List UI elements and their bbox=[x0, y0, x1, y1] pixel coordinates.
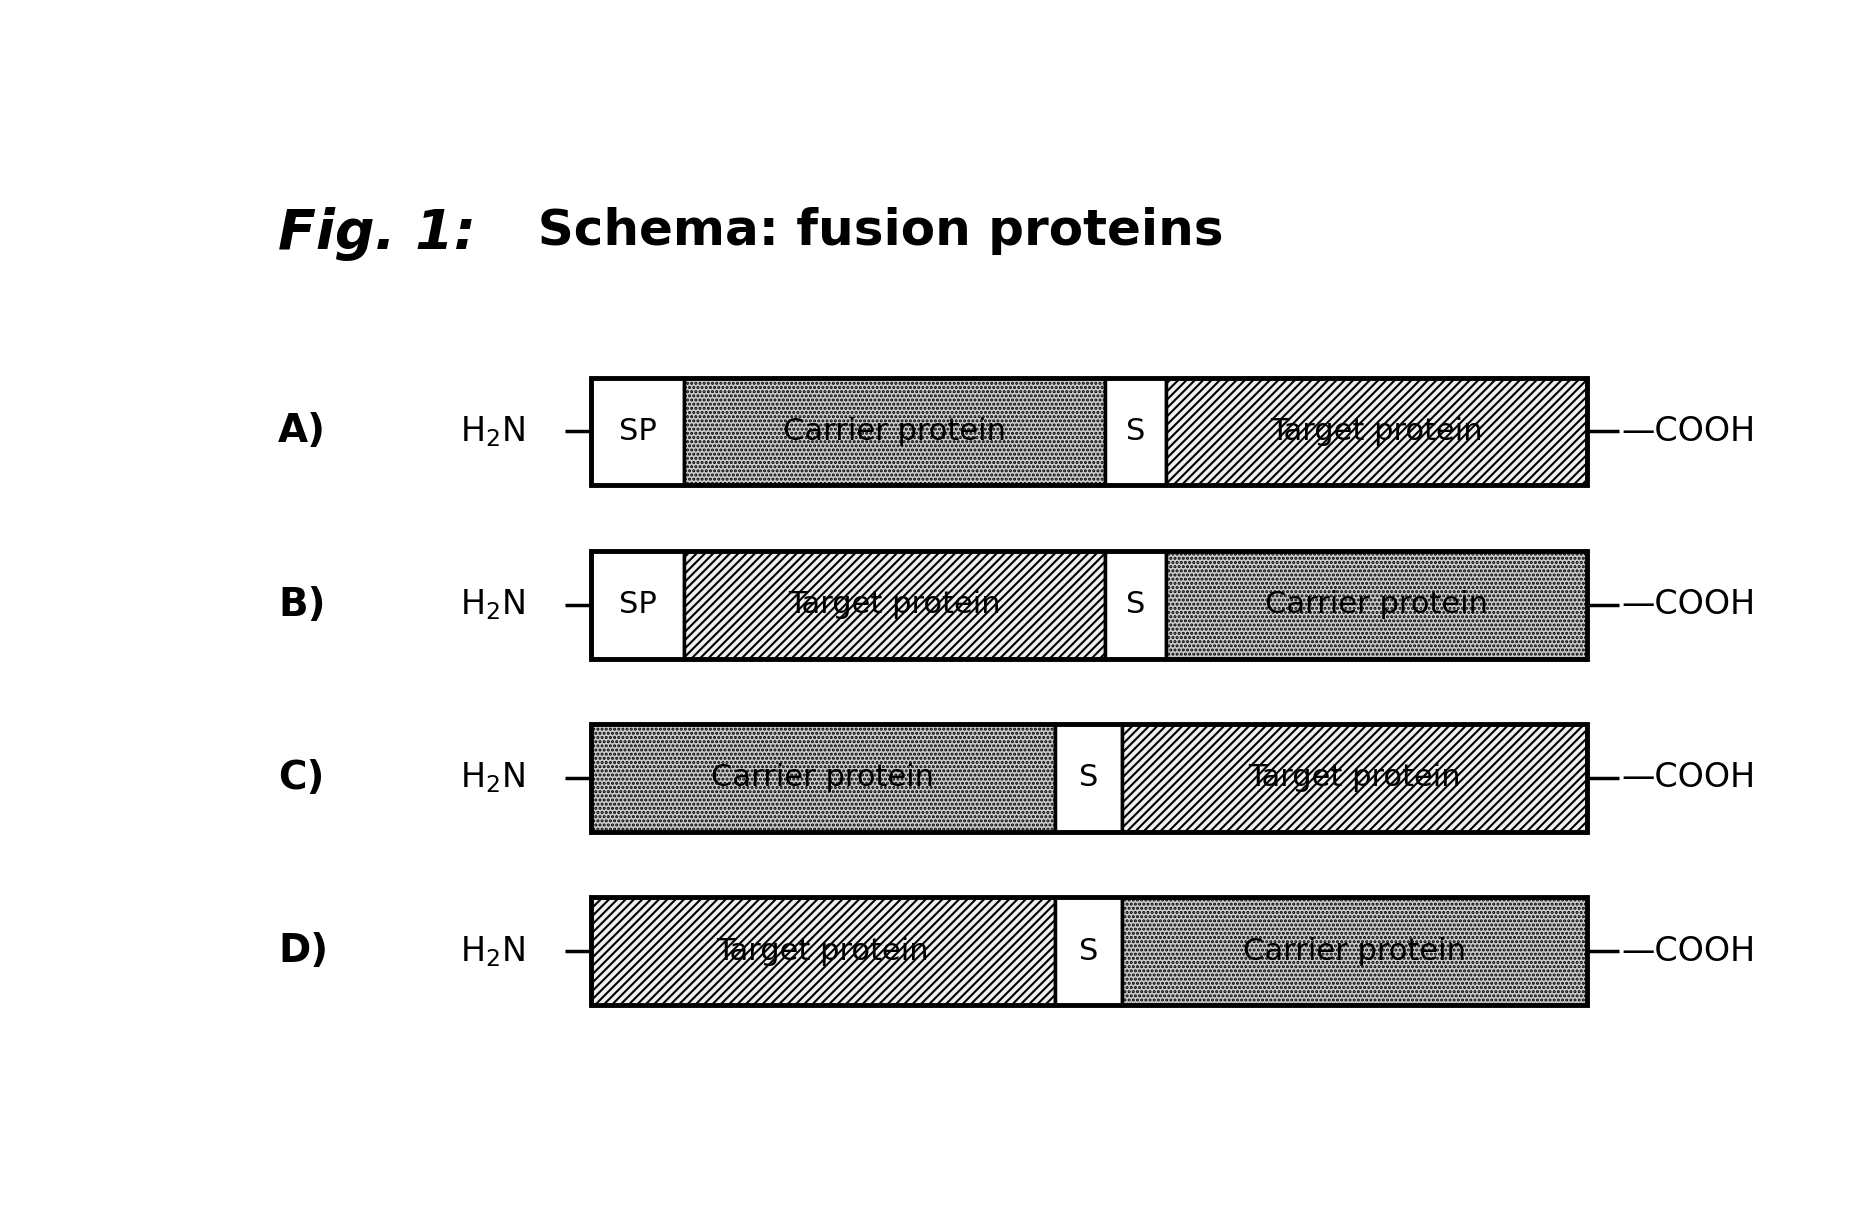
Bar bbox=[1165, 551, 1587, 659]
Text: S: S bbox=[1126, 417, 1144, 446]
Bar bbox=[591, 897, 1054, 1004]
Text: —COOH: —COOH bbox=[1621, 761, 1756, 794]
Bar bbox=[1054, 897, 1122, 1004]
Text: Carrier protein: Carrier protein bbox=[1264, 590, 1488, 619]
Text: $\mathregular{H_2N}$: $\mathregular{H_2N}$ bbox=[460, 415, 525, 449]
Bar bbox=[1105, 551, 1165, 659]
Text: Target protein: Target protein bbox=[1270, 417, 1482, 446]
Text: C): C) bbox=[278, 759, 325, 796]
Bar bbox=[1122, 724, 1587, 832]
Bar bbox=[591, 897, 1587, 1004]
Text: SP: SP bbox=[619, 417, 657, 446]
Bar bbox=[591, 724, 1587, 832]
Bar bbox=[1122, 897, 1587, 1004]
Text: —COOH: —COOH bbox=[1621, 935, 1756, 968]
Text: S: S bbox=[1126, 590, 1144, 619]
Bar bbox=[1105, 378, 1165, 485]
Bar bbox=[591, 551, 685, 659]
Text: $\mathregular{H_2N}$: $\mathregular{H_2N}$ bbox=[460, 934, 525, 968]
Text: —COOH: —COOH bbox=[1621, 589, 1756, 621]
Bar bbox=[591, 724, 1054, 832]
Text: D): D) bbox=[278, 933, 328, 970]
Bar bbox=[1054, 724, 1122, 832]
Bar bbox=[685, 551, 1105, 659]
Text: A): A) bbox=[278, 412, 326, 450]
Text: —COOH: —COOH bbox=[1621, 415, 1756, 447]
Bar bbox=[591, 378, 685, 485]
Text: $\mathregular{H_2N}$: $\mathregular{H_2N}$ bbox=[460, 587, 525, 623]
Text: Carrier protein: Carrier protein bbox=[782, 417, 1006, 446]
Text: SP: SP bbox=[619, 590, 657, 619]
Text: Schema: fusion proteins: Schema: fusion proteins bbox=[503, 207, 1223, 255]
Text: Target protein: Target protein bbox=[1248, 764, 1461, 793]
Bar bbox=[1165, 378, 1587, 485]
Text: S: S bbox=[1079, 764, 1097, 793]
Text: $\mathregular{H_2N}$: $\mathregular{H_2N}$ bbox=[460, 760, 525, 795]
Text: B): B) bbox=[278, 586, 326, 624]
Text: Target protein: Target protein bbox=[717, 936, 929, 966]
Text: S: S bbox=[1079, 936, 1097, 966]
Text: Target protein: Target protein bbox=[788, 590, 1002, 619]
Text: Fig. 1:: Fig. 1: bbox=[278, 207, 477, 260]
Bar bbox=[591, 378, 1587, 485]
Text: Carrier protein: Carrier protein bbox=[711, 764, 934, 793]
Bar bbox=[685, 378, 1105, 485]
Text: Carrier protein: Carrier protein bbox=[1244, 936, 1465, 966]
Bar bbox=[591, 551, 1587, 659]
